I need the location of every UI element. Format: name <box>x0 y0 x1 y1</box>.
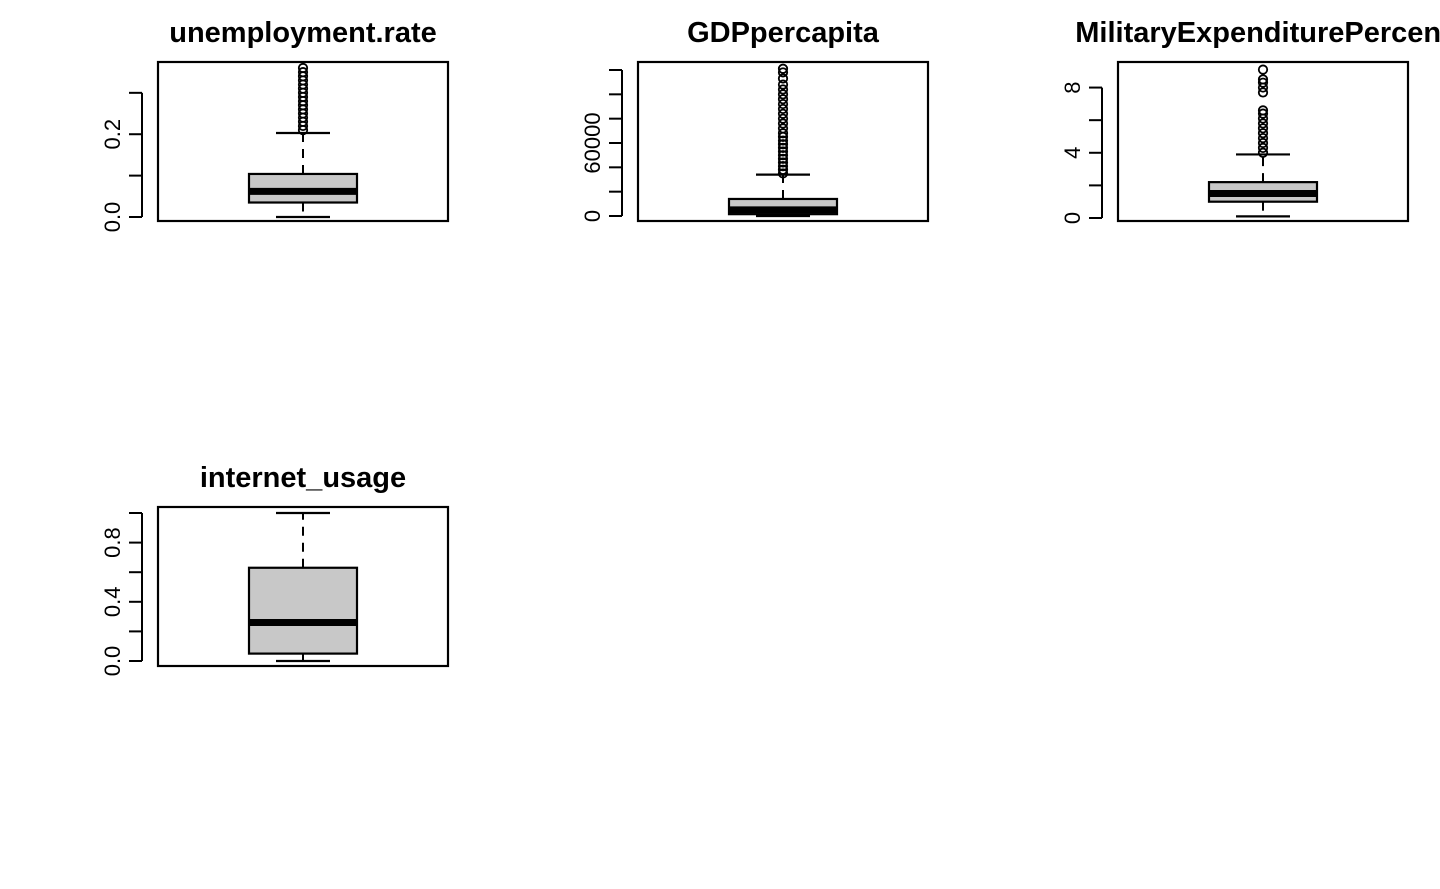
outlier-point <box>777 89 789 100</box>
chart-title: MilitaryExpenditurePercent <box>1075 17 1440 49</box>
y-tick-label: 60000 <box>580 112 605 173</box>
outlier-point <box>1257 77 1269 88</box>
outlier-point <box>777 153 789 164</box>
outlier-point <box>777 113 789 124</box>
outlier-point <box>1257 137 1269 149</box>
outlier-point <box>777 139 789 150</box>
outlier-point <box>1257 123 1269 134</box>
boxplot-panel: GDPpercapita 0 60000 <box>580 17 930 223</box>
y-tick-label: 0.2 <box>100 119 125 150</box>
outlier-point <box>297 67 309 78</box>
outlier-point <box>777 98 789 110</box>
y-tick-label: 0.4 <box>100 587 125 618</box>
y-tick-label: 0.0 <box>100 646 125 677</box>
outlier-point <box>777 84 789 95</box>
outlier-point <box>777 128 789 139</box>
outlier-point <box>777 108 789 119</box>
outlier-point <box>777 123 789 134</box>
plot-frame <box>156 60 450 223</box>
y-tick-label: 8 <box>1060 81 1085 93</box>
outlier-point <box>777 168 789 179</box>
chart-title: internet_usage <box>200 462 406 494</box>
outlier-point <box>1257 147 1269 158</box>
outlier-point <box>1257 118 1269 129</box>
outlier-point <box>777 142 789 153</box>
y-tick-label: 0.0 <box>100 202 125 233</box>
plot-frame <box>156 505 450 668</box>
boxplot-panel: internet_usage 0.0 0.4 0.8 <box>100 462 450 677</box>
outlier-point <box>297 62 309 74</box>
outlier-point <box>1257 105 1269 116</box>
y-tick-label: 4 <box>1060 147 1085 159</box>
outlier-point <box>1257 133 1269 144</box>
outlier-point <box>777 73 789 84</box>
boxplot-panel: MilitaryExpenditurePercent 0 4 8 <box>1060 17 1440 224</box>
outlier-point <box>777 63 789 74</box>
outlier-point <box>1257 87 1269 98</box>
outlier-point <box>777 103 789 115</box>
y-tick-label: 0 <box>1060 212 1085 224</box>
boxplot-panel: unemployment.rate 0.0 0.2 <box>100 17 450 233</box>
outlier-point <box>1257 128 1269 139</box>
outlier-point <box>777 135 789 146</box>
outlier-point <box>777 161 789 172</box>
outlier-point <box>777 118 789 129</box>
outlier-point <box>1257 64 1269 75</box>
outlier-point <box>1257 142 1269 153</box>
outlier-point <box>1257 74 1269 85</box>
y-tick-label: 0 <box>580 210 605 222</box>
outlier-point <box>1257 108 1269 119</box>
outlier-point <box>777 79 789 90</box>
box-iqr <box>247 566 359 655</box>
y-tick-label: 0.8 <box>100 527 125 558</box>
chart-title: GDPpercapita <box>687 17 880 49</box>
outlier-point <box>777 164 789 175</box>
outlier-point <box>777 94 789 105</box>
chart-title: unemployment.rate <box>169 17 437 49</box>
outlier-point <box>777 157 789 168</box>
plot-frame <box>636 60 930 223</box>
plot-frame <box>1116 60 1410 223</box>
outlier-point <box>777 150 789 161</box>
outlier-point <box>777 67 789 78</box>
outlier-point <box>777 146 789 157</box>
